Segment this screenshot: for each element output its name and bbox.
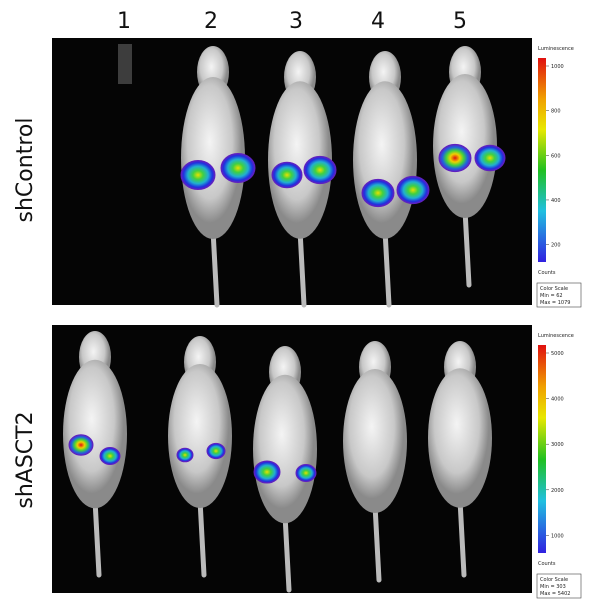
mouse bbox=[180, 46, 256, 308]
mouse bbox=[63, 331, 127, 578]
tail bbox=[282, 512, 292, 593]
body bbox=[181, 77, 245, 239]
column-label: 1 bbox=[117, 9, 131, 34]
mouse bbox=[353, 51, 430, 308]
body bbox=[433, 74, 497, 218]
color-bar bbox=[538, 58, 546, 262]
tail bbox=[92, 497, 102, 578]
body bbox=[253, 374, 317, 524]
mouse bbox=[268, 51, 337, 308]
scale-unit: Counts bbox=[538, 561, 556, 567]
column-label: 3 bbox=[289, 9, 303, 34]
scale-tick: 800 bbox=[551, 109, 561, 115]
signal bbox=[271, 161, 303, 189]
row-label: shControl bbox=[13, 118, 38, 223]
scale-tick: 200 bbox=[551, 243, 561, 249]
scale-title: Luminescence bbox=[538, 46, 574, 52]
mouse bbox=[433, 46, 506, 288]
scale-info: Max = 1079 bbox=[540, 300, 570, 306]
scale-tick: 400 bbox=[551, 198, 561, 204]
signal bbox=[253, 460, 281, 484]
mouse bbox=[168, 336, 232, 578]
mouse bbox=[253, 346, 317, 593]
body bbox=[343, 369, 407, 513]
scale-tick: 5000 bbox=[551, 351, 564, 357]
scale-info: Max = 5402 bbox=[540, 591, 570, 597]
column-label: 4 bbox=[371, 9, 385, 34]
column-label: 2 bbox=[204, 9, 218, 34]
signal bbox=[68, 434, 94, 456]
signal bbox=[180, 160, 216, 190]
signal bbox=[303, 155, 337, 185]
mouse bbox=[343, 341, 407, 583]
scale-info: Min = 303 bbox=[540, 584, 566, 590]
row-label: shASCT2 bbox=[13, 411, 38, 508]
signal bbox=[438, 143, 472, 173]
column-label: 5 bbox=[453, 9, 467, 34]
body bbox=[428, 368, 492, 508]
scale-info: Min = 62 bbox=[540, 293, 563, 299]
signal bbox=[206, 442, 226, 460]
signal bbox=[474, 144, 506, 172]
signal bbox=[176, 447, 194, 463]
body bbox=[353, 81, 417, 239]
signal bbox=[396, 175, 430, 205]
scale-title: Luminescence bbox=[538, 333, 574, 339]
tail bbox=[197, 497, 207, 578]
signal bbox=[220, 153, 256, 183]
scale-tick: 3000 bbox=[551, 442, 564, 448]
signal bbox=[295, 464, 317, 482]
signal bbox=[361, 178, 395, 208]
scale-tick: 2000 bbox=[551, 488, 564, 494]
tail bbox=[372, 502, 382, 583]
tail bbox=[210, 227, 220, 308]
scale-box bbox=[536, 282, 582, 308]
color-bar bbox=[538, 345, 546, 553]
scale-tick: 4000 bbox=[551, 397, 564, 403]
scale-box bbox=[536, 573, 582, 599]
scale-tick: 1000 bbox=[551, 64, 564, 70]
tail bbox=[457, 497, 467, 578]
scale-unit: Counts bbox=[538, 270, 556, 276]
scale-tick: 600 bbox=[551, 153, 561, 159]
tail bbox=[382, 227, 392, 308]
scale-tick: 1000 bbox=[551, 533, 564, 539]
scale-info: Color Scale bbox=[540, 286, 568, 292]
body bbox=[168, 364, 232, 508]
body bbox=[63, 359, 127, 509]
tube bbox=[118, 44, 132, 84]
mouse bbox=[428, 341, 492, 578]
tail bbox=[462, 207, 472, 288]
tail bbox=[297, 227, 307, 308]
body bbox=[268, 81, 332, 239]
signal bbox=[99, 447, 121, 465]
scale-info: Color Scale bbox=[540, 577, 568, 583]
